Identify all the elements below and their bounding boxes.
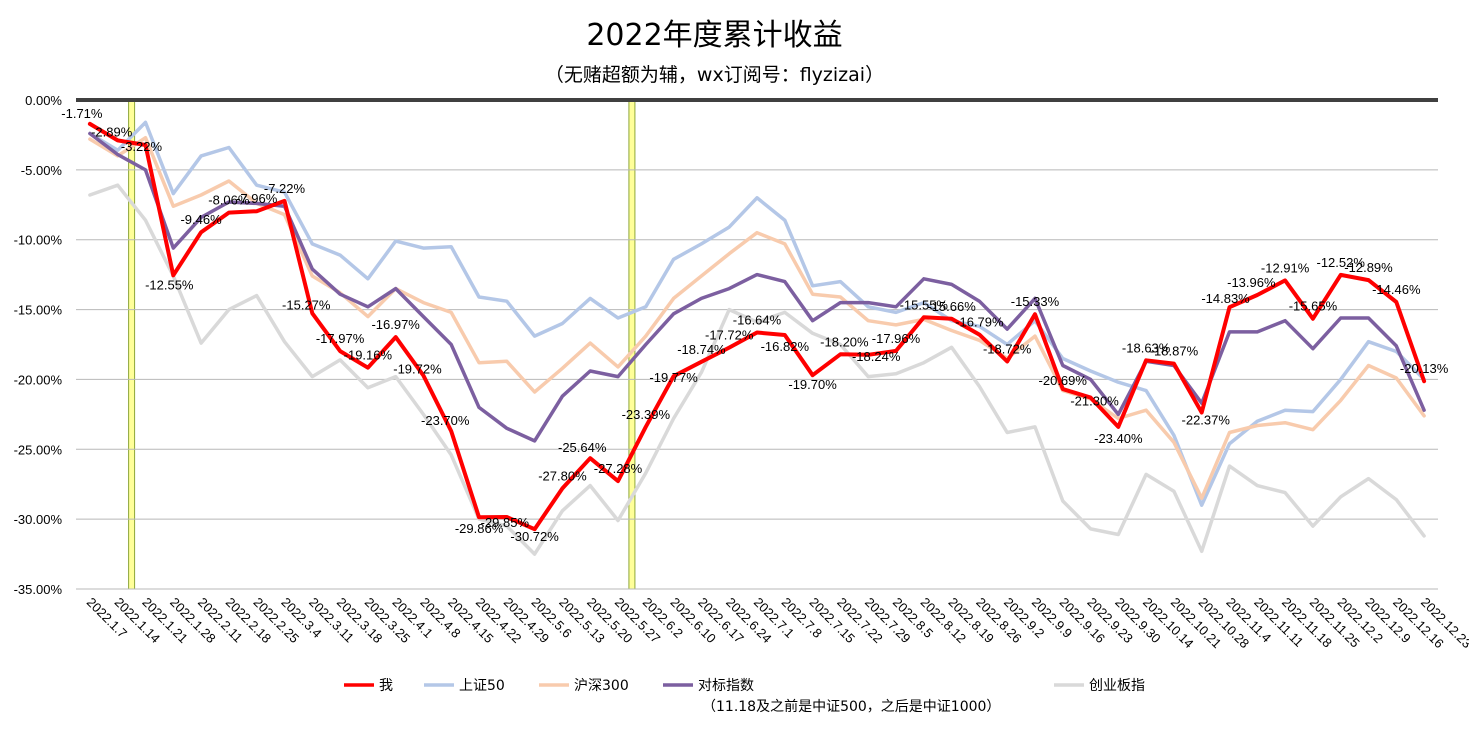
- data-label: -17.72%: [705, 328, 754, 343]
- data-label: -23.70%: [421, 413, 470, 428]
- y-tick-label: -30.00%: [14, 512, 63, 527]
- series-line-sse50: [88, 120, 1426, 507]
- data-label: -15.55%: [900, 297, 949, 312]
- data-label: -30.72%: [510, 529, 559, 544]
- data-label: -27.28%: [594, 461, 643, 476]
- data-label: -19.72%: [393, 362, 442, 377]
- data-label: -18.63%: [1122, 340, 1171, 355]
- data-label: -23.40%: [1094, 431, 1143, 446]
- data-label: -19.77%: [649, 370, 698, 385]
- y-axis: 0.00% -5.00% -10.00% -15.00% -20.00% -25.00% -…: [14, 93, 63, 597]
- data-label: -17.97%: [316, 331, 365, 346]
- data-label: -19.70%: [788, 377, 837, 392]
- data-label: -15.33%: [1011, 294, 1060, 309]
- data-label: -23.39%: [622, 407, 671, 422]
- data-label: -19.16%: [344, 348, 393, 363]
- series-lines: [87, 120, 1427, 556]
- y-tick-label: -10.00%: [14, 233, 63, 248]
- data-label: -29.86%: [455, 521, 504, 536]
- data-label: -18.74%: [677, 342, 726, 357]
- data-label: -21.30%: [1070, 394, 1119, 409]
- data-label: -20.13%: [1400, 361, 1449, 376]
- legend-label-hs300: 沪深300: [574, 678, 629, 694]
- data-label: -1.71%: [61, 106, 103, 121]
- data-label: -18.24%: [852, 349, 901, 364]
- data-label: -15.27%: [282, 297, 331, 312]
- data-label: -13.96%: [1227, 275, 1276, 290]
- legend-note: （11.18及之前是中证500，之后是中证1000）: [702, 698, 1000, 715]
- legend-label-benchmark: 对标指数: [698, 678, 754, 694]
- data-label: -15.65%: [1289, 299, 1338, 314]
- data-label: -15.66%: [927, 299, 976, 314]
- highlight-band: [628, 99, 636, 590]
- data-label: -7.22%: [264, 181, 306, 196]
- data-label: -16.97%: [371, 317, 420, 332]
- data-label: -27.80%: [538, 468, 587, 483]
- chart-subtitle: （无赌超额为辅，wx订阅号：flyzizai）: [544, 64, 885, 86]
- legend-label-sse50: 上证50: [459, 678, 505, 694]
- data-label: -18.72%: [983, 342, 1032, 357]
- y-tick-label: -25.00%: [14, 442, 63, 457]
- data-label: -20.69%: [1039, 373, 1088, 388]
- data-label: -8.06%: [208, 193, 250, 208]
- y-tick-label: -5.00%: [21, 163, 63, 178]
- chart-title: 2022年度累计收益: [586, 18, 843, 53]
- gridlines: [76, 98, 1438, 590]
- data-labels: -1.71%-2.89%-3.22%-12.55%-9.46%-8.06%-7.…: [61, 106, 1448, 544]
- y-tick-label: 0.00%: [25, 93, 62, 108]
- data-label: -16.82%: [761, 339, 810, 354]
- data-label: -14.83%: [1201, 291, 1250, 306]
- data-label: -29.85%: [481, 515, 530, 530]
- data-label: -16.64%: [733, 312, 782, 327]
- data-label: -17.96%: [872, 331, 921, 346]
- data-label: -2.89%: [91, 124, 133, 139]
- legend-label-chinext: 创业板指: [1089, 678, 1145, 694]
- series-line-me: [87, 121, 1427, 532]
- data-label: -9.46%: [180, 212, 222, 227]
- data-label: -18.87%: [1150, 344, 1199, 359]
- data-label: -18.20%: [820, 334, 869, 349]
- legend: 我 上证50 沪深300 对标指数 创业板指 （11.18及之前是中证500，之后是中证1…: [344, 678, 1145, 715]
- data-label: -12.52%: [1317, 255, 1366, 270]
- y-tick-label: -20.00%: [14, 372, 63, 387]
- series-line-hs300: [88, 135, 1426, 500]
- data-label: -14.46%: [1372, 282, 1421, 297]
- data-label: -12.89%: [1344, 260, 1393, 275]
- data-label: -3.22%: [121, 139, 163, 154]
- data-label: -12.91%: [1261, 260, 1310, 275]
- data-label: -12.55%: [145, 277, 194, 292]
- data-label: -16.79%: [955, 315, 1004, 330]
- y-tick-label: -15.00%: [14, 303, 63, 318]
- data-label: -7.96%: [236, 191, 278, 206]
- x-axis: 2022.1.72022.1.142022.1.212022.1.282022.…: [84, 595, 1469, 652]
- series-line-chinext: [88, 183, 1426, 556]
- data-label: -25.64%: [558, 440, 607, 455]
- series-line-benchmark: [88, 131, 1426, 443]
- highlight-band: [128, 99, 136, 590]
- y-tick-label: -35.00%: [14, 582, 63, 597]
- legend-label-me: 我: [379, 678, 393, 694]
- data-label: -22.37%: [1182, 413, 1231, 428]
